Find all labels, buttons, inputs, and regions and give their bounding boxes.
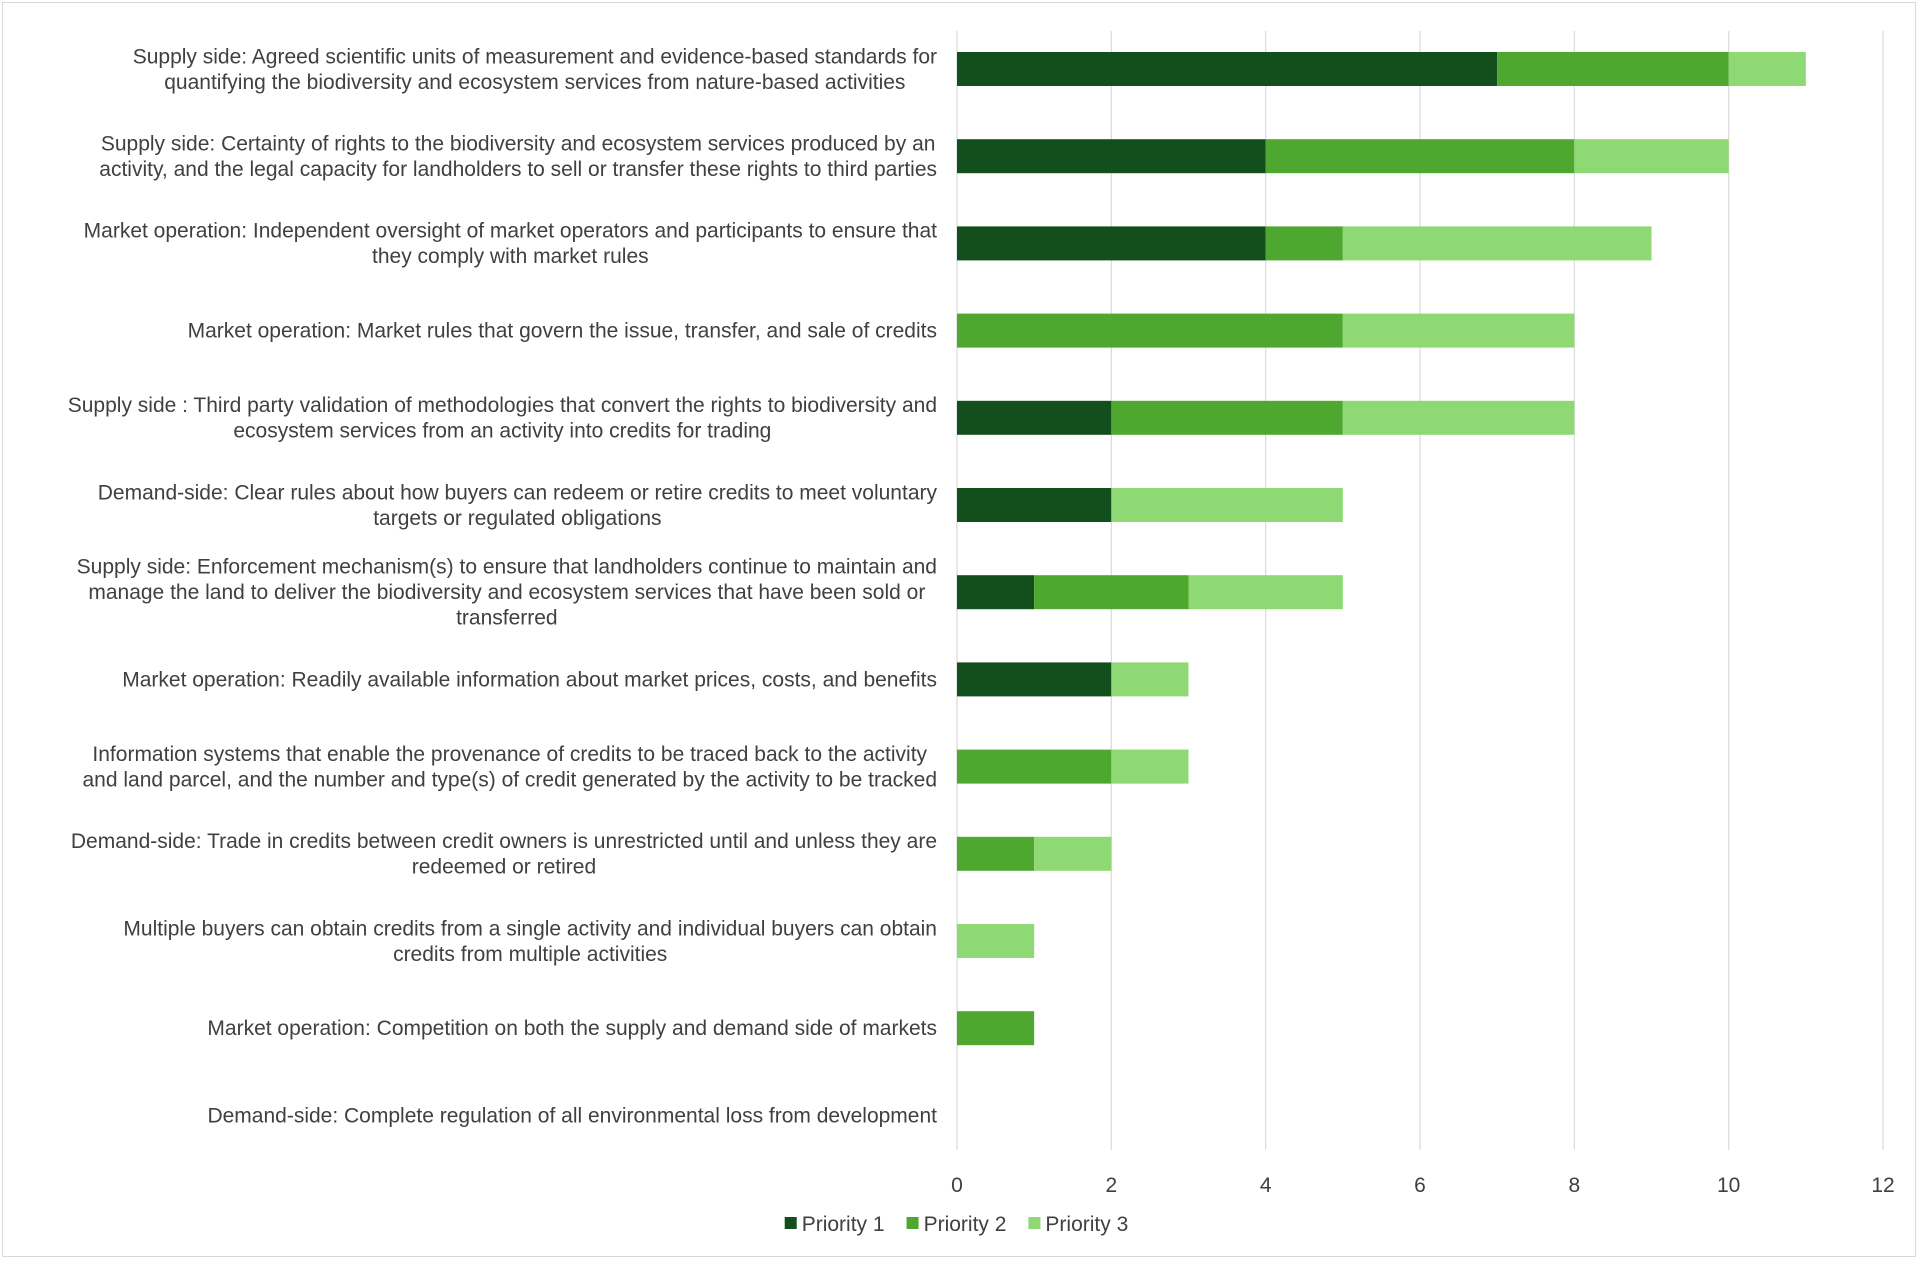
category-label: Demand-side: Clear rules about how buyer…: [98, 481, 938, 530]
bar-segment-priority-2: [1111, 400, 1343, 435]
x-tick-label: 2: [1105, 1174, 1117, 1197]
category-label: Supply side: Agreed scientific units of …: [133, 45, 937, 94]
category-label-line: Multiple buyers can obtain credits from …: [123, 917, 937, 940]
category-label-line: Demand-side: Complete regulation of all …: [207, 1104, 937, 1127]
x-tick-label: 8: [1568, 1174, 1580, 1197]
bar-segment-priority-3: [1342, 226, 1652, 261]
category-label: Market operation: Market rules that gove…: [188, 320, 937, 343]
bar-segment-priority-1: [957, 575, 1035, 610]
bar-segment-priority-2: [1265, 139, 1575, 174]
category-label-line: Market operation: Market rules that gove…: [188, 320, 937, 343]
legend-swatch: [1028, 1217, 1041, 1229]
bar-segment-priority-2: [1265, 226, 1343, 261]
bar-segment-priority-2: [957, 313, 1343, 348]
category-label-line: activity, and the legal capacity for lan…: [99, 158, 937, 181]
legend: Priority 1 Priority 2 Priority 3: [784, 1213, 1128, 1236]
bar-segment-priority-3: [1111, 749, 1189, 784]
bar-segment-priority-3: [1342, 400, 1575, 435]
x-tick-label: 12: [1871, 1174, 1894, 1197]
legend-label: Priority 1: [802, 1213, 885, 1236]
legend-item-priority-1: Priority 1: [784, 1213, 885, 1236]
bar-segment-priority-2: [957, 1011, 1035, 1046]
legend-item-priority-2: Priority 2: [906, 1213, 1007, 1236]
legend-swatch: [906, 1217, 919, 1229]
category-label: Demand-side: Complete regulation of all …: [207, 1104, 937, 1127]
category-label: Market operation: Competition on both th…: [207, 1017, 937, 1040]
category-label-line: they comply with market rules: [372, 245, 649, 268]
legend-label: Priority 3: [1045, 1213, 1128, 1236]
x-tick-label: 6: [1414, 1174, 1426, 1197]
category-label-line: Market operation: Competition on both th…: [207, 1017, 937, 1040]
category-label: Multiple buyers can obtain credits from …: [123, 917, 937, 966]
legend-label: Priority 2: [924, 1213, 1007, 1236]
bar-segment-priority-3: [1111, 488, 1343, 522]
x-tick-label: 10: [1717, 1174, 1740, 1197]
bar-segment-priority-3: [1111, 662, 1189, 697]
bar-segment-priority-1: [957, 226, 1266, 261]
category-label: Information systems that enable the prov…: [82, 743, 937, 792]
category-labels: Supply side: Agreed scientific units of …: [68, 45, 938, 1127]
category-label-line: Demand-side: Clear rules about how buyer…: [98, 481, 938, 504]
bar-segment-priority-3: [1342, 313, 1575, 348]
bar-segment-priority-3: [1728, 52, 1806, 86]
category-label-line: Market operation: Independent oversight …: [84, 220, 938, 243]
bar-segment-priority-1: [957, 400, 1112, 435]
bar-segment-priority-1: [957, 139, 1266, 174]
category-label: Market operation: Independent oversight …: [84, 220, 938, 269]
category-label-line: Supply side: Agreed scientific units of …: [133, 45, 937, 68]
category-label-line: and land parcel, and the number and type…: [82, 768, 937, 791]
bar-segment-priority-2: [1497, 52, 1729, 86]
legend-swatch: [784, 1217, 797, 1229]
x-tick-label: 4: [1260, 1174, 1272, 1197]
category-label-line: Demand-side: Trade in credits between cr…: [71, 830, 937, 853]
bar-segment-priority-3: [1574, 139, 1729, 174]
bar-segment-priority-3: [957, 924, 1035, 958]
bars: [957, 52, 1806, 1046]
category-label-line: Supply side: Enforcement mechanism(s) to…: [77, 556, 937, 579]
category-label-line: ecosystem services from an activity into…: [233, 420, 771, 443]
category-label-line: manage the land to deliver the biodivers…: [88, 581, 925, 604]
bar-segment-priority-1: [957, 488, 1112, 522]
bar-segment-priority-3: [1188, 575, 1343, 610]
category-label-line: Supply side : Third party validation of …: [68, 394, 937, 417]
category-label-line: Market operation: Readily available info…: [122, 668, 937, 691]
category-label: Demand-side: Trade in credits between cr…: [71, 830, 937, 879]
category-label-line: transferred: [456, 607, 558, 630]
bar-segment-priority-2: [1034, 575, 1189, 610]
category-label: Market operation: Readily available info…: [122, 668, 937, 691]
stacked-bar-chart: Supply side: Agreed scientific units of …: [68, 31, 1895, 1236]
category-label-line: targets or regulated obligations: [373, 507, 661, 530]
bar-segment-priority-1: [957, 52, 1498, 86]
category-label-line: credits from multiple activities: [393, 943, 667, 966]
bar-segment-priority-3: [1034, 836, 1112, 871]
bar-segment-priority-2: [957, 836, 1035, 871]
x-tick-label: 0: [951, 1174, 963, 1197]
category-label: Supply side: Enforcement mechanism(s) to…: [77, 556, 937, 630]
category-label: Supply side : Third party validation of …: [68, 394, 937, 443]
x-axis-tick-labels: 0 2 4 6 8 10 12: [951, 1174, 1895, 1197]
category-label-line: Information systems that enable the prov…: [92, 743, 927, 766]
category-label-line: Supply side: Certainty of rights to the …: [101, 132, 936, 155]
category-label-line: redeemed or retired: [412, 856, 596, 879]
category-label: Supply side: Certainty of rights to the …: [99, 132, 937, 181]
category-label-line: quantifying the biodiversity and ecosyst…: [164, 71, 905, 94]
bar-segment-priority-1: [957, 662, 1112, 697]
bar-segment-priority-2: [957, 749, 1112, 784]
legend-item-priority-3: Priority 3: [1028, 1213, 1128, 1236]
